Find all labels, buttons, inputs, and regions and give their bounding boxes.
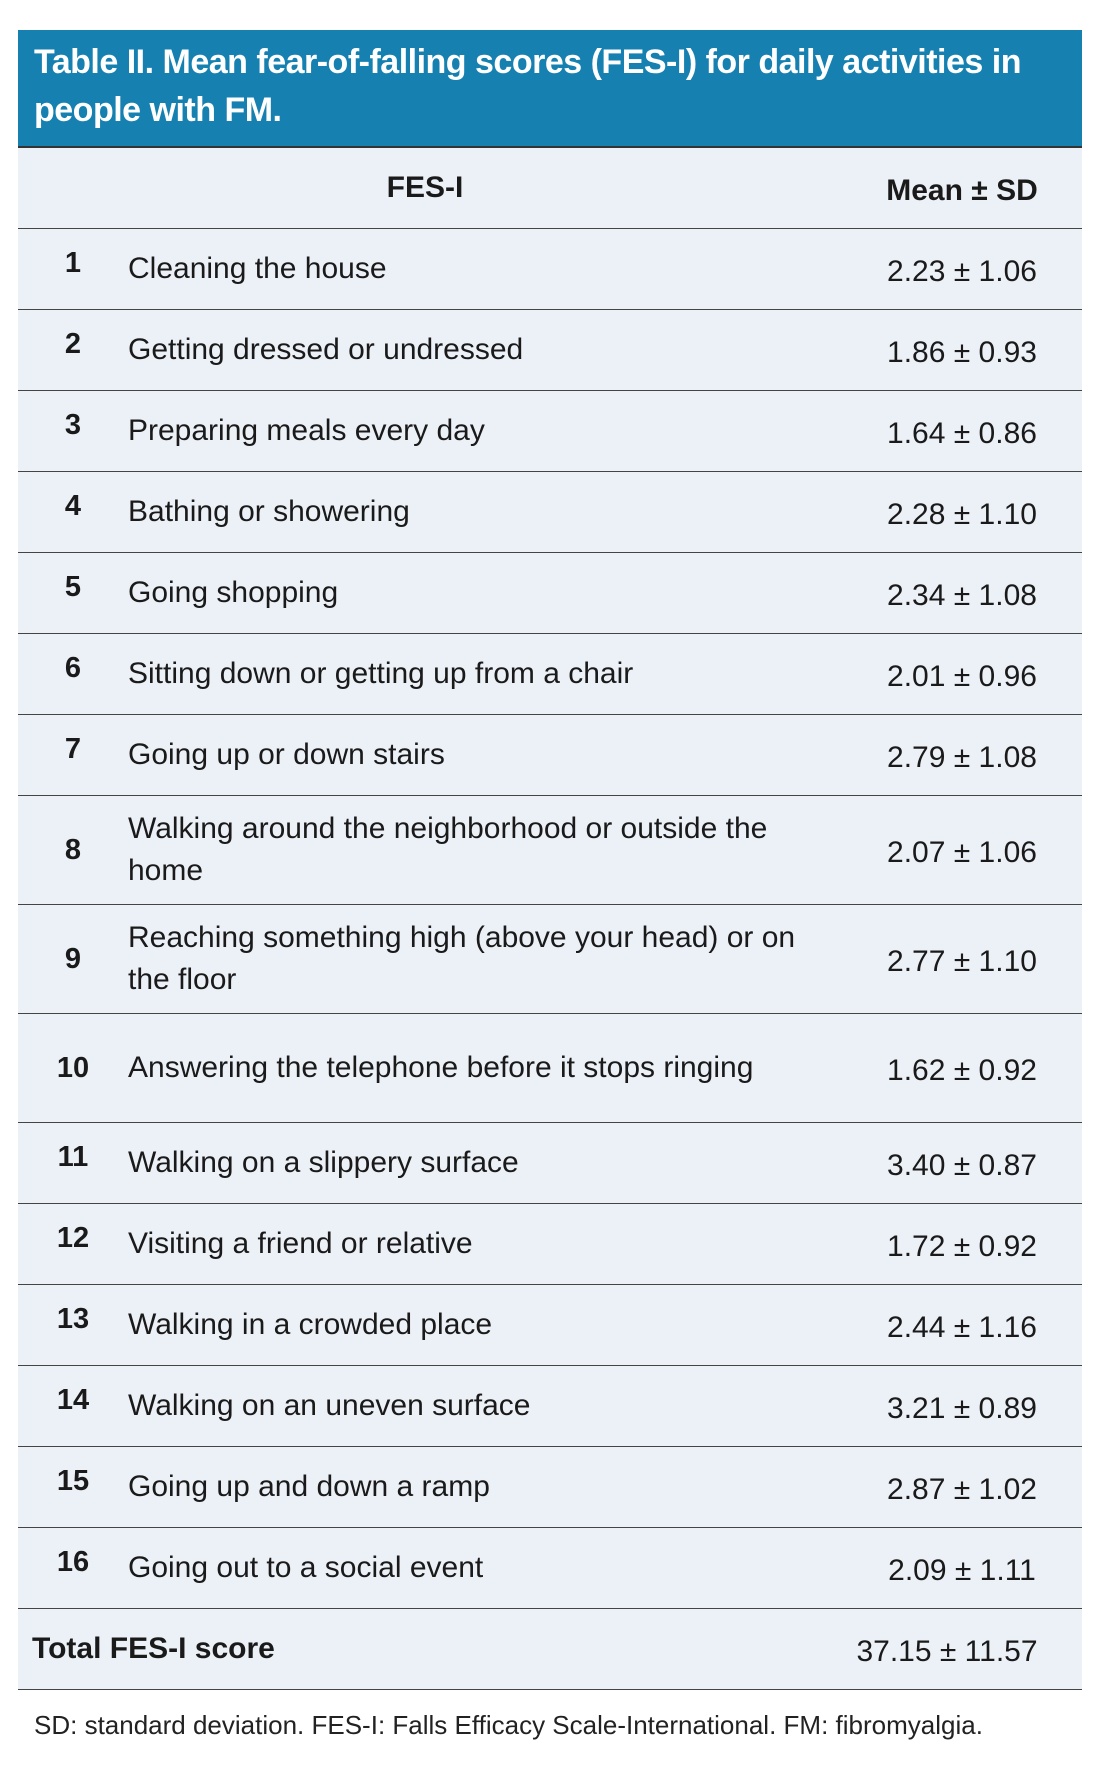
row-value: 1.64 ± 0.86 (887, 417, 1037, 450)
fes-i-table: Table II. Mean fear-of-falling scores (F… (18, 30, 1082, 1690)
row-number: 5 (64, 571, 82, 603)
row-value: 2.07 ± 1.06 (887, 836, 1037, 869)
row-value: 2.79 ± 1.08 (887, 741, 1037, 774)
row-number: 9 (64, 942, 82, 975)
table-row: 6 Sitting down or getting up from a chair… (18, 634, 1082, 715)
table-body: 1 Cleaning the house 2.23 ± 1.06 2 Getting d… (18, 229, 1082, 1609)
row-number: 15 (56, 1465, 90, 1497)
row-number: 4 (64, 490, 82, 522)
row-activity: Cleaning the house (128, 252, 387, 285)
row-activity: Going shopping (128, 576, 339, 609)
row-activity: Going up or down stairs (128, 738, 445, 771)
total-row: Total FES-I score 37.15 ± 11.57 (18, 1609, 1082, 1690)
table-row: 5 Going shopping 2.34 ± 1.08 (18, 553, 1082, 634)
row-activity: Preparing meals every day (128, 414, 485, 447)
table-row: 16 Going out to a social event 2.09 ± 1.11 (18, 1528, 1082, 1609)
table-title: Table II. Mean fear-of-falling scores (F… (18, 30, 1082, 148)
table-row: 11 Walking on a slippery surface 3.40 ± 0.… (18, 1123, 1082, 1204)
row-activity: Sitting down or getting up from a chair (128, 657, 634, 690)
row-value: 2.23 ± 1.06 (887, 255, 1037, 288)
row-number: 7 (64, 733, 82, 765)
total-value: 37.15 ± 11.57 (856, 1635, 1038, 1668)
table-row: 10 Answering the telephone before it stop… (18, 1014, 1082, 1123)
row-value: 1.62 ± 0.92 (887, 1054, 1037, 1087)
row-value: 3.40 ± 0.87 (887, 1149, 1037, 1182)
row-number: 8 (64, 833, 82, 866)
column-header-value: Mean ± SD (886, 174, 1038, 207)
table-row: 15 Going up and down a ramp 2.87 ± 1.02 (18, 1447, 1082, 1528)
row-activity: Reaching something high (above your head… (128, 921, 796, 996)
row-value: 2.34 ± 1.08 (887, 579, 1037, 612)
row-number: 2 (64, 328, 82, 360)
row-value: 3.21 ± 0.89 (887, 1392, 1037, 1425)
row-activity: Walking in a crowded place (128, 1308, 493, 1341)
row-activity: Going up and down a ramp (128, 1470, 490, 1503)
row-activity: Walking on an uneven surface (128, 1389, 531, 1422)
table-row: 14 Walking on an uneven surface 3.21 ± 0.8… (18, 1366, 1082, 1447)
row-value: 2.87 ± 1.02 (887, 1473, 1037, 1506)
row-number: 1 (64, 247, 82, 279)
column-header-activity: FES-I (386, 171, 464, 204)
row-number: 11 (57, 1141, 89, 1173)
row-activity: Going out to a social event (128, 1551, 484, 1584)
table-row: 7 Going up or down stairs 2.79 ± 1.08 (18, 715, 1082, 796)
row-activity: Walking around the neighborhood or outsi… (128, 812, 768, 887)
row-value: 1.86 ± 0.93 (887, 336, 1037, 369)
table-row: 1 Cleaning the house 2.23 ± 1.06 (18, 229, 1082, 310)
row-value: 2.28 ± 1.10 (887, 498, 1037, 531)
row-number: 10 (56, 1051, 90, 1084)
table-row: 4 Bathing or showering 2.28 ± 1.10 (18, 472, 1082, 553)
table-row: 8 Walking around the neighborhood or outs… (18, 796, 1082, 905)
row-value: 2.01 ± 0.96 (887, 660, 1037, 693)
row-value: 2.44 ± 1.16 (887, 1311, 1037, 1344)
row-number: 3 (64, 409, 82, 441)
row-number: 16 (56, 1546, 90, 1578)
row-value: 1.72 ± 0.92 (887, 1230, 1037, 1263)
row-number: 12 (56, 1222, 90, 1254)
row-activity: Bathing or showering (128, 495, 410, 528)
table-row: 12 Visiting a friend or relative 1.72 ± 0.… (18, 1204, 1082, 1285)
row-number: 14 (56, 1384, 90, 1416)
column-header-row: FES-I Mean ± SD (18, 148, 1082, 229)
row-activity: Answering the telephone before it stops … (128, 1051, 754, 1084)
total-label: Total FES-I score (32, 1632, 275, 1665)
table-row: 2 Getting dressed or undressed 1.86 ± 0.93 (18, 310, 1082, 391)
table-row: 9 Reaching something high (above your hea… (18, 905, 1082, 1014)
row-activity: Walking on a slippery surface (128, 1146, 519, 1179)
row-number: 6 (64, 652, 82, 684)
row-activity: Visiting a friend or relative (128, 1227, 473, 1260)
table-row: 13 Walking in a crowded place 2.44 ± 1.16 (18, 1285, 1082, 1366)
row-value: 2.77 ± 1.10 (887, 945, 1037, 978)
row-activity: Getting dressed or undressed (128, 333, 524, 366)
row-value: 2.09 ± 1.11 (888, 1554, 1036, 1587)
footnote: SD: standard deviation. FES-I: Falls Eff… (34, 1710, 983, 1740)
row-number: 13 (56, 1303, 90, 1335)
table-row: 3 Preparing meals every day 1.64 ± 0.86 (18, 391, 1082, 472)
